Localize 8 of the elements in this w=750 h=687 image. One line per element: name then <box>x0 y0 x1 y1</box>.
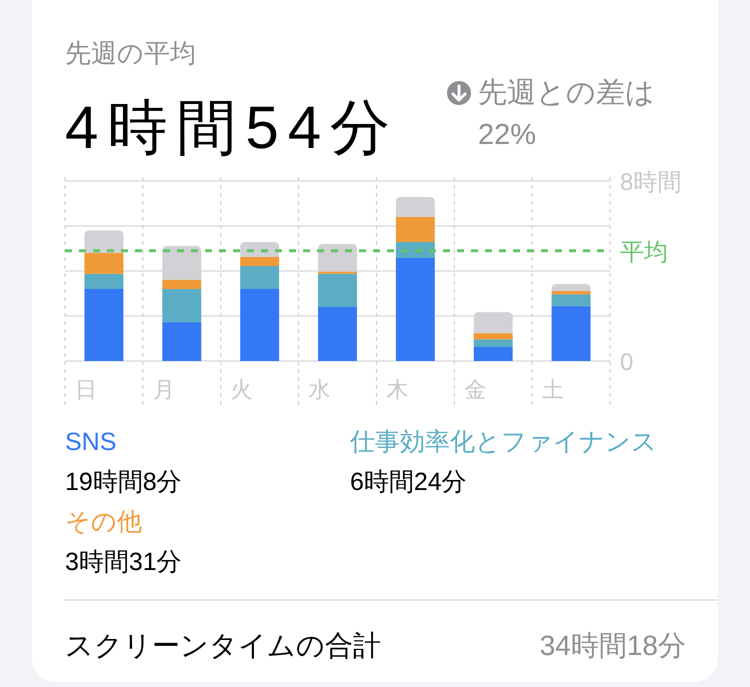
annotation: 19時間8分 <box>65 468 182 496</box>
title: 先週の平均 <box>65 38 196 68</box>
subtitle: 4時間54分 <box>65 94 400 161</box>
annotation: 34時間18分 <box>540 630 686 661</box>
annotation: 先週との差は22% <box>478 76 656 153</box>
annotation: 3時間31分 <box>65 548 182 576</box>
annotation: 6時間24分 <box>350 468 467 496</box>
annotation: スクリーンタイムの合計 <box>65 630 381 661</box>
